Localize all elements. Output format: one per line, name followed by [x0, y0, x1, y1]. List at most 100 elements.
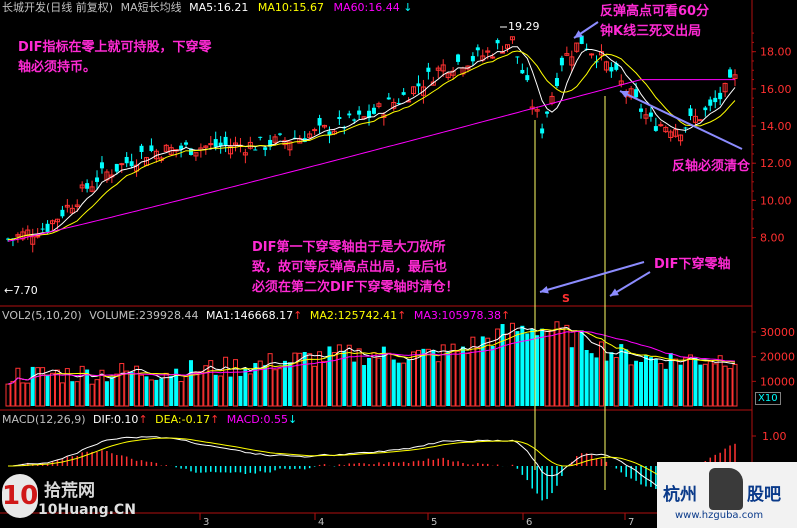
- candle-body-up: [450, 70, 456, 76]
- candle-body-down: [708, 99, 713, 106]
- candle-body-down: [85, 183, 90, 189]
- volume-bar-up: [371, 352, 377, 407]
- volume-bar-up: [307, 353, 313, 407]
- volume-bar-up: [193, 372, 199, 407]
- volume-bar-down: [282, 360, 287, 406]
- candle-body-down: [688, 108, 693, 117]
- volume-bar-up: [178, 381, 184, 407]
- arrow-reaxis-head-icon: [620, 90, 629, 99]
- vol-ma2-arrow-icon: ↑: [397, 309, 407, 322]
- arrow-first-cross: [539, 261, 645, 293]
- volume-bar-up: [727, 368, 733, 407]
- candle-body-up: [440, 64, 446, 72]
- volume-bar-down: [381, 346, 386, 406]
- candle-body-up: [678, 134, 684, 142]
- candle-body-down: [188, 148, 193, 155]
- volume-bar-up: [198, 371, 204, 407]
- x-tick-label: 3: [203, 517, 209, 528]
- volume-bar-up: [50, 372, 56, 407]
- volume-bar-down: [500, 324, 505, 406]
- volume-bar-down: [589, 353, 594, 406]
- left-brand-name: 拾荒网: [44, 481, 95, 501]
- volume-bar-up: [94, 379, 100, 407]
- candle-body-down: [520, 69, 525, 74]
- volume-bar-up: [79, 365, 85, 407]
- candle-body-up: [89, 186, 95, 192]
- candle-body-up: [228, 146, 234, 155]
- candle-body-down: [540, 128, 545, 134]
- volume-bar-down: [263, 365, 268, 406]
- candle-body-down: [703, 107, 708, 111]
- volume-bar-up: [183, 375, 189, 407]
- volume-bar-up: [732, 363, 738, 407]
- volume-bar-down: [362, 365, 367, 406]
- volume-bar-up: [35, 367, 41, 407]
- candle-body-up: [420, 86, 426, 96]
- volume-bar-down: [85, 369, 90, 406]
- volume-bar-up: [277, 368, 283, 407]
- volume-bar-up: [425, 348, 431, 407]
- candle-body-up: [564, 53, 570, 56]
- candle-body-up: [430, 81, 436, 86]
- volume-bar-up: [317, 351, 323, 407]
- volume-bar-down: [421, 348, 426, 406]
- volume-bar-down: [584, 349, 589, 406]
- volume-bar-up: [683, 357, 689, 407]
- volume-bar-down: [154, 379, 159, 406]
- volume-bar-down: [624, 349, 629, 406]
- price-tick-label: 18.00: [760, 46, 792, 59]
- volume-bar-down: [634, 360, 639, 406]
- candle-body-down: [253, 149, 258, 151]
- candle-body-down: [594, 61, 599, 63]
- dea-readout: DEA:-0.17: [155, 413, 211, 426]
- volume-bar-up: [544, 330, 550, 407]
- volume-bar-down: [70, 381, 75, 406]
- candle-body-up: [673, 129, 679, 137]
- candle-body-up: [445, 72, 451, 79]
- volume-bar-up: [336, 344, 342, 407]
- candle-body-down: [371, 107, 376, 114]
- candle-body-down: [40, 228, 45, 230]
- candle-body-down: [475, 47, 480, 51]
- volume-bar-up: [331, 352, 337, 407]
- volume-bar-up: [203, 365, 209, 407]
- annotation-line: 致，故可等反弹高点出局，最后也: [252, 260, 448, 275]
- candle-body-down: [396, 103, 401, 105]
- vol-ma3-line: [7, 330, 736, 385]
- ma10-line: [7, 50, 736, 241]
- volume-bar-down: [460, 346, 465, 406]
- price-tick-label: 12.00: [760, 157, 792, 170]
- volume-bar-down: [213, 374, 218, 406]
- candle-body-down: [278, 133, 283, 135]
- candle-body-up: [312, 129, 318, 132]
- volume-bar-down: [45, 374, 50, 406]
- volume-bar-up: [495, 328, 501, 407]
- volume-bar-up: [322, 360, 328, 407]
- volume-bar-down: [535, 335, 540, 406]
- volume-bar-up: [658, 363, 664, 407]
- macd-readout: MACD:0.55: [226, 413, 288, 426]
- volume-bar-up: [376, 357, 382, 407]
- volume-bar-up: [411, 351, 417, 407]
- volume-bar-up: [722, 365, 728, 407]
- volume-bar-up: [435, 361, 441, 407]
- volume-bar-up: [465, 352, 471, 407]
- low-price-label: ←7.70: [4, 284, 38, 297]
- candle-body-up: [69, 207, 75, 214]
- volume-bar-down: [678, 364, 683, 406]
- volume-bar-down: [367, 357, 372, 406]
- stock-title: 长城开发(日线 前复权): [2, 1, 114, 14]
- dif-readout: DIF:0.10: [93, 413, 139, 426]
- ma60-readout: MA60:16.44: [333, 1, 400, 14]
- volume-bar-down: [391, 359, 396, 406]
- volume-bar-down: [594, 357, 599, 406]
- candle-body-down: [347, 113, 352, 116]
- volume-tick-label: 30000: [760, 326, 795, 339]
- volume-bar-down: [515, 331, 520, 406]
- volume-bar-up: [356, 348, 362, 407]
- candle-body-down: [317, 118, 322, 126]
- volume-bar-up: [139, 374, 145, 407]
- candle-body-up: [79, 184, 85, 189]
- candle-body-down: [99, 162, 104, 169]
